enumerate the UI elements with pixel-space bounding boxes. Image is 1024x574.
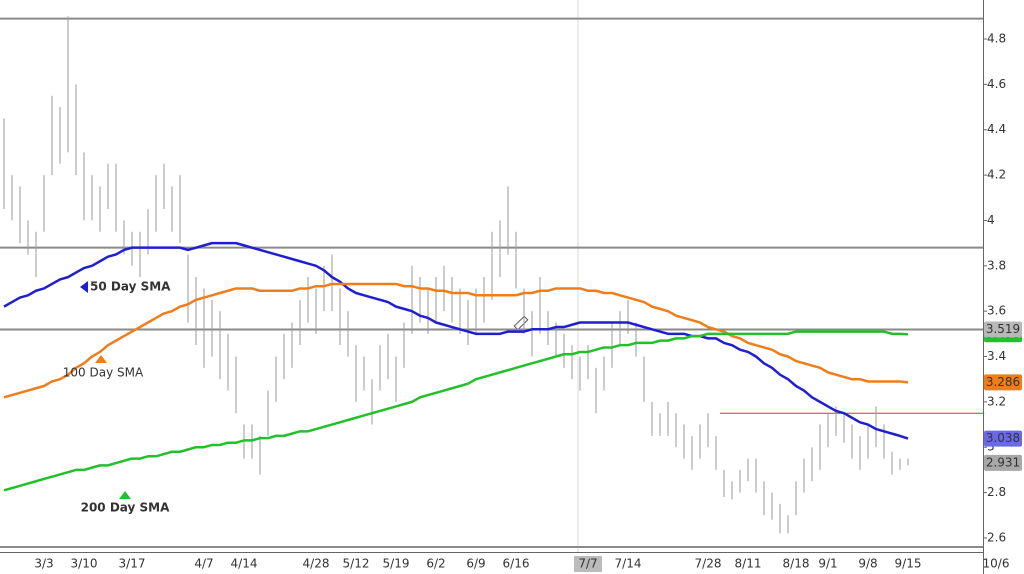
x-tick-label: 6/2	[426, 557, 445, 571]
y-tick-label: 4.6	[987, 77, 1006, 91]
price-tag-label: 3.286	[986, 375, 1020, 389]
series-marker	[119, 491, 131, 499]
x-tick-label: 4/28	[303, 557, 330, 571]
x-tick-label: 3/3	[34, 557, 53, 571]
x-tick-label: 4/7	[194, 557, 213, 571]
x-tick-label: 7/28	[695, 557, 722, 571]
y-tick-label: 3.8	[987, 258, 1006, 272]
price-tag-label: 3.038	[986, 431, 1020, 445]
x-tick-label: 5/19	[383, 557, 410, 571]
series-label: 50 Day SMA	[90, 280, 171, 294]
price-tag	[984, 430, 1022, 447]
crosshair-date-box	[574, 556, 602, 572]
x-tick-label: 6/16	[503, 557, 530, 571]
price-tag-label: 3.519	[986, 322, 1020, 336]
y-tick-label: 4	[987, 213, 995, 227]
y-tick-label: 4.2	[987, 168, 1006, 182]
series-label: 200 Day SMA	[81, 501, 171, 515]
price-tag-label: 2.931	[986, 455, 1020, 469]
price-tag	[984, 454, 1022, 471]
series-marker	[95, 355, 107, 363]
y-tick-label: 3	[987, 440, 995, 454]
x-tick-label: 9/15	[895, 557, 922, 571]
y-tick-label: 3.6	[987, 304, 1006, 318]
x-tick-label: 6/9	[466, 557, 485, 571]
y-tick-label: 4.4	[987, 122, 1006, 136]
sma-line	[3, 330, 909, 492]
x-tick-label: 3/10	[71, 557, 98, 571]
y-tick-label: 3.2	[987, 394, 1006, 408]
y-tick-label: 4.8	[987, 32, 1006, 46]
x-tick-label: 8/18	[783, 557, 810, 571]
price-tag	[984, 374, 1022, 391]
series-marker	[80, 281, 88, 293]
x-tick-label: 10/6	[983, 557, 1010, 571]
y-tick-label: 3.4	[987, 349, 1006, 363]
x-tick-label: 4/14	[231, 557, 258, 571]
x-tick-label: 5/12	[343, 557, 370, 571]
series-label: 100 Day SMA	[63, 366, 144, 380]
y-tick-label: 2.8	[987, 485, 1006, 499]
x-tick-label: 9/1	[818, 557, 837, 571]
x-tick-label: 7/14	[615, 557, 642, 571]
x-tick-label: 9/8	[858, 557, 877, 571]
y-tick-label: 2.6	[987, 530, 1006, 544]
x-tick-label: 7/7	[578, 557, 597, 571]
sma-line	[3, 282, 909, 399]
x-tick-label: 8/11	[735, 557, 762, 571]
sma-line	[3, 241, 909, 440]
x-tick-label: 3/17	[119, 557, 146, 571]
price-tag	[984, 321, 1022, 338]
